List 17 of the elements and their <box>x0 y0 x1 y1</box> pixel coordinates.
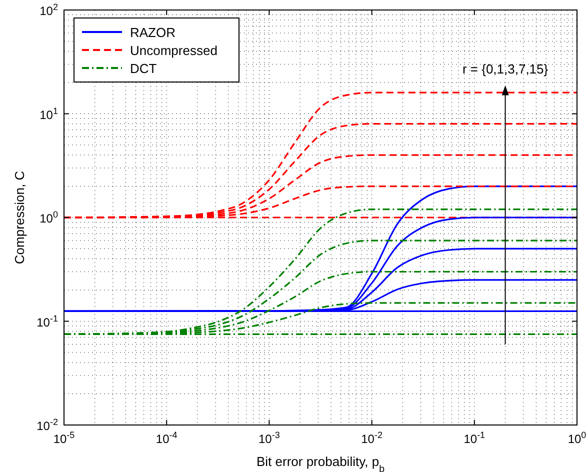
x-tick-label: 10$^{-3}$ <box>258 430 280 446</box>
y-tick-label: 10$^{1}$ <box>40 106 58 122</box>
x-tick-label: 10$^{-2}$ <box>361 430 382 446</box>
x-tick-label: 10$^{-1}$ <box>464 430 486 446</box>
y-tick-label: 10$^{-2}$ <box>36 417 58 433</box>
x-tick-label: 10$^{0}$ <box>568 430 586 446</box>
x-tick-label: 10$^{-5}$ <box>53 430 75 446</box>
y-tick-label: 10$^{2}$ <box>40 2 58 18</box>
y-tick-label: 10$^{0}$ <box>40 210 58 226</box>
legend-label: RAZOR <box>130 25 176 40</box>
x-tick-label: 10$^{-4}$ <box>156 430 178 446</box>
x-axis-title: Bit error probability, p$_{b}$ <box>256 454 386 472</box>
y-tick-label: 10$^{-1}$ <box>36 313 58 330</box>
legend-label: DCT <box>130 61 157 76</box>
annotation: r = {0,1,3,7,15} <box>462 61 549 76</box>
y-axis-title: Compression, C <box>12 170 27 264</box>
legend-label: Uncompressed <box>130 43 218 58</box>
